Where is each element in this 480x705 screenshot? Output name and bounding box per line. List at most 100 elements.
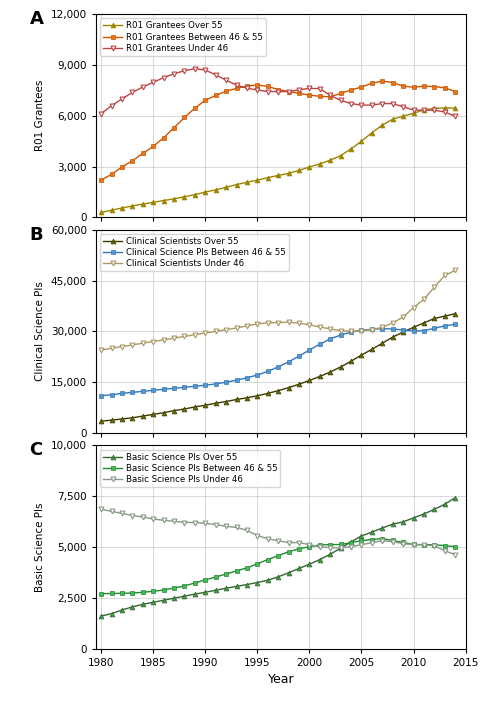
Basic Science PIs Between 46 & 55 <box>150 587 156 596</box>
Basic Science PIs Under 46 <box>327 544 333 552</box>
Basic Science PIs Between 46 & 55 <box>140 588 146 596</box>
Clinical Science PIs Between 46 & 55 <box>109 391 115 399</box>
R01 Grantees Between 46 & 55 <box>130 157 135 165</box>
Basic Science PIs Between 46 & 55 <box>338 540 344 548</box>
R01 Grantees Between 46 & 55 <box>213 91 218 99</box>
Clinical Scientists Over 55 <box>203 401 208 410</box>
Basic Science PIs Under 46 <box>379 537 385 545</box>
Basic Science PIs Over 55 <box>150 598 156 606</box>
Clinical Science PIs Between 46 & 55 <box>421 326 427 335</box>
Clinical Scientists Under 46 <box>379 323 385 331</box>
Basic Science PIs Over 55 <box>213 586 218 594</box>
Clinical Scientists Under 46 <box>348 327 354 336</box>
Clinical Scientists Under 46 <box>130 341 135 349</box>
Y-axis label: R01 Grantees: R01 Grantees <box>36 80 45 152</box>
Line: Basic Science PIs Under 46: Basic Science PIs Under 46 <box>99 507 457 557</box>
R01 Grantees Between 46 & 55 <box>400 82 406 90</box>
Basic Science PIs Under 46 <box>265 534 271 543</box>
R01 Grantees Under 46 <box>254 86 260 94</box>
Clinical Scientists Under 46 <box>254 319 260 328</box>
Clinical Scientists Under 46 <box>234 324 240 332</box>
Clinical Science PIs Between 46 & 55 <box>359 326 364 335</box>
Line: Basic Science PIs Over 55: Basic Science PIs Over 55 <box>99 496 457 618</box>
Basic Science PIs Between 46 & 55 <box>286 548 291 556</box>
R01 Grantees Over 55 <box>338 152 344 160</box>
R01 Grantees Under 46 <box>119 94 125 103</box>
R01 Grantees Under 46 <box>161 73 167 82</box>
Clinical Science PIs Between 46 & 55 <box>338 331 344 339</box>
Clinical Science PIs Between 46 & 55 <box>171 384 177 393</box>
Line: Clinical Science PIs Between 46 & 55: Clinical Science PIs Between 46 & 55 <box>99 321 457 398</box>
R01 Grantees Under 46 <box>369 101 375 109</box>
Clinical Science PIs Between 46 & 55 <box>181 383 187 391</box>
R01 Grantees Between 46 & 55 <box>244 82 250 90</box>
Clinical Scientists Under 46 <box>223 326 229 334</box>
Clinical Science PIs Between 46 & 55 <box>317 340 323 348</box>
Clinical Scientists Under 46 <box>213 327 218 336</box>
Clinical Scientists Over 55 <box>181 405 187 413</box>
Basic Science PIs Between 46 & 55 <box>307 542 312 551</box>
Clinical Scientists Over 55 <box>223 398 229 406</box>
Clinical Scientists Under 46 <box>296 319 302 327</box>
Clinical Scientists Under 46 <box>359 327 364 336</box>
R01 Grantees Over 55 <box>359 137 364 145</box>
Clinical Science PIs Between 46 & 55 <box>192 382 198 391</box>
Clinical Scientists Over 55 <box>307 376 312 385</box>
R01 Grantees Over 55 <box>327 156 333 164</box>
Basic Science PIs Over 55 <box>286 568 291 577</box>
R01 Grantees Under 46 <box>276 87 281 96</box>
R01 Grantees Under 46 <box>338 96 344 104</box>
R01 Grantees Over 55 <box>161 196 167 204</box>
Basic Science PIs Between 46 & 55 <box>296 544 302 553</box>
Clinical Science PIs Between 46 & 55 <box>369 325 375 333</box>
Basic Science PIs Over 55 <box>244 580 250 589</box>
R01 Grantees Over 55 <box>119 204 125 212</box>
Clinical Scientists Under 46 <box>181 332 187 341</box>
Clinical Science PIs Between 46 & 55 <box>119 389 125 398</box>
Clinical Scientists Under 46 <box>150 337 156 345</box>
R01 Grantees Under 46 <box>109 102 115 110</box>
Clinical Scientists Under 46 <box>161 336 167 344</box>
Basic Science PIs Over 55 <box>327 550 333 558</box>
R01 Grantees Between 46 & 55 <box>307 91 312 99</box>
R01 Grantees Under 46 <box>181 66 187 75</box>
Clinical Scientists Under 46 <box>307 321 312 329</box>
Basic Science PIs Between 46 & 55 <box>411 540 417 548</box>
R01 Grantees Under 46 <box>286 87 291 96</box>
Clinical Science PIs Between 46 & 55 <box>296 352 302 360</box>
Clinical Scientists Over 55 <box>119 415 125 423</box>
Clinical Scientists Over 55 <box>171 406 177 415</box>
Y-axis label: Clinical Science PIs: Clinical Science PIs <box>36 281 45 381</box>
Clinical Scientists Over 55 <box>130 414 135 422</box>
Basic Science PIs Between 46 & 55 <box>432 541 437 549</box>
R01 Grantees Over 55 <box>223 183 229 192</box>
Text: A: A <box>29 10 43 28</box>
Clinical Science PIs Between 46 & 55 <box>234 376 240 384</box>
Basic Science PIs Between 46 & 55 <box>442 541 448 550</box>
Clinical Science PIs Between 46 & 55 <box>327 335 333 343</box>
R01 Grantees Between 46 & 55 <box>203 96 208 104</box>
Basic Science PIs Under 46 <box>98 505 104 513</box>
Basic Science PIs Under 46 <box>421 541 427 549</box>
Basic Science PIs Between 46 & 55 <box>265 556 271 564</box>
Basic Science PIs Under 46 <box>411 541 417 549</box>
Clinical Scientists Under 46 <box>203 329 208 337</box>
R01 Grantees Under 46 <box>140 82 146 91</box>
R01 Grantees Under 46 <box>421 106 427 114</box>
Basic Science PIs Over 55 <box>254 578 260 587</box>
Legend: Clinical Scientists Over 55, Clinical Science PIs Between 46 & 55, Clinical Scie: Clinical Scientists Over 55, Clinical Sc… <box>100 234 288 271</box>
Basic Science PIs Between 46 & 55 <box>359 537 364 545</box>
Clinical Scientists Over 55 <box>317 372 323 381</box>
R01 Grantees Between 46 & 55 <box>359 82 364 91</box>
Line: Clinical Scientists Over 55: Clinical Scientists Over 55 <box>99 312 457 424</box>
Clinical Scientists Under 46 <box>276 318 281 326</box>
R01 Grantees Over 55 <box>265 173 271 182</box>
Basic Science PIs Over 55 <box>119 606 125 614</box>
Clinical Science PIs Between 46 & 55 <box>442 321 448 330</box>
R01 Grantees Over 55 <box>369 128 375 137</box>
R01 Grantees Between 46 & 55 <box>338 89 344 97</box>
Basic Science PIs Over 55 <box>296 564 302 572</box>
R01 Grantees Under 46 <box>452 112 458 121</box>
Clinical Scientists Over 55 <box>265 389 271 398</box>
Basic Science PIs Under 46 <box>130 511 135 520</box>
